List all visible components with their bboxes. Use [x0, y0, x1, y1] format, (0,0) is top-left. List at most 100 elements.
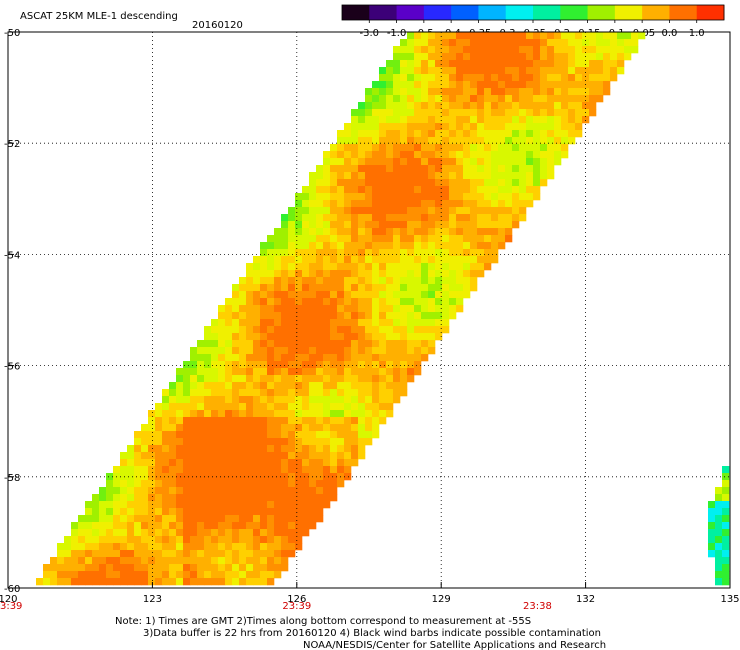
heatmap-cell	[134, 487, 142, 495]
heatmap-cell	[358, 291, 366, 299]
heatmap-cell	[449, 137, 457, 145]
heatmap-cell	[267, 375, 275, 383]
heatmap-cell	[197, 550, 205, 558]
heatmap-cell	[155, 424, 163, 432]
heatmap-cell	[253, 410, 261, 418]
heatmap-cell	[99, 529, 107, 537]
heatmap-cell	[414, 186, 422, 194]
heatmap-cell	[232, 480, 240, 488]
heatmap-cell	[463, 81, 471, 89]
heatmap-cell	[617, 53, 625, 61]
heatmap-cell	[113, 557, 121, 565]
heatmap-cell	[316, 256, 324, 264]
heatmap-cell	[449, 172, 457, 180]
heatmap-cell	[442, 326, 450, 334]
heatmap-cell	[491, 186, 499, 194]
heatmap-cell	[281, 270, 289, 278]
heatmap-cell	[400, 354, 408, 362]
heatmap-cell	[253, 312, 261, 320]
heatmap-cell	[232, 361, 240, 369]
heatmap-cell	[190, 459, 198, 467]
heatmap-cell	[274, 522, 282, 530]
heatmap-cell	[260, 256, 268, 264]
heatmap-cell	[484, 53, 492, 61]
heatmap-cell	[533, 74, 541, 82]
heatmap-cell	[407, 81, 415, 89]
heatmap-cell	[449, 39, 457, 47]
heatmap-cell	[274, 340, 282, 348]
heatmap-cell	[253, 354, 261, 362]
heatmap-cell	[421, 158, 429, 166]
heatmap-cell	[281, 298, 289, 306]
heatmap-cell	[148, 480, 156, 488]
axis-ticks: 120123126129132135-50-52-54-56-58-6023:3…	[0, 28, 740, 612]
heatmap-cell	[260, 466, 268, 474]
heatmap-cell	[344, 228, 352, 236]
heatmap-cell	[169, 550, 177, 558]
heatmap-cell	[491, 235, 499, 243]
heatmap-cell	[449, 81, 457, 89]
heatmap-cell	[281, 424, 289, 432]
heatmap-cell	[260, 571, 268, 579]
heatmap-cell	[386, 298, 394, 306]
heatmap-cell	[197, 389, 205, 397]
heatmap-cell	[127, 543, 135, 551]
heatmap-cell	[414, 270, 422, 278]
y-tick-label: -50	[4, 28, 20, 39]
heatmap-cell	[421, 39, 429, 47]
heatmap-cell	[183, 557, 191, 565]
heatmap-cell	[386, 158, 394, 166]
heatmap-cell	[603, 46, 611, 54]
heatmap-cell	[393, 235, 401, 243]
heatmap-cell	[365, 193, 373, 201]
heatmap-cell	[274, 235, 282, 243]
heatmap-cell	[428, 249, 436, 257]
heatmap-cell	[351, 235, 359, 243]
heatmap-cell	[225, 550, 233, 558]
x-tick-label: 129	[432, 594, 451, 605]
heatmap-cell	[491, 39, 499, 47]
heatmap-cell	[400, 102, 408, 110]
heatmap-cell	[197, 396, 205, 404]
heatmap-cell	[295, 529, 303, 537]
heatmap-cell	[505, 200, 513, 208]
heatmap-cell	[519, 109, 527, 117]
heatmap-cell	[260, 564, 268, 572]
heatmap-cell	[463, 137, 471, 145]
heatmap-cell	[484, 32, 492, 40]
heatmap-cell	[323, 445, 331, 453]
heatmap-cell	[386, 361, 394, 369]
heatmap-cell	[456, 242, 464, 250]
heatmap-cell	[239, 459, 247, 467]
heatmap-cell	[337, 186, 345, 194]
heatmap-cell	[323, 354, 331, 362]
heatmap-cell	[197, 522, 205, 530]
heatmap-cell	[533, 88, 541, 96]
heatmap-cell	[190, 452, 198, 460]
heatmap-cell	[372, 102, 380, 110]
heatmap-cell	[526, 172, 534, 180]
heatmap-cell	[414, 144, 422, 152]
heatmap-cell	[407, 207, 415, 215]
heatmap-cell	[134, 571, 142, 579]
heatmap-cell	[316, 200, 324, 208]
heatmap-cell	[274, 508, 282, 516]
heatmap-cell	[50, 564, 58, 572]
heatmap-cell	[344, 473, 352, 481]
heatmap-cell	[491, 53, 499, 61]
heatmap-cell	[351, 452, 359, 460]
heatmap-cell	[505, 102, 513, 110]
heatmap-cell	[533, 137, 541, 145]
heatmap-cell	[204, 480, 212, 488]
heatmap-cell	[428, 109, 436, 117]
heatmap-cell	[358, 242, 366, 250]
heatmap-cell	[204, 494, 212, 502]
heatmap-cell	[295, 228, 303, 236]
heatmap-cell	[316, 291, 324, 299]
heatmap-cell	[323, 249, 331, 257]
heatmap-cell	[274, 557, 282, 565]
heatmap-cell	[309, 186, 317, 194]
heatmap-cell	[428, 277, 436, 285]
heatmap-cell	[155, 550, 163, 558]
heatmap-cell	[225, 501, 233, 509]
